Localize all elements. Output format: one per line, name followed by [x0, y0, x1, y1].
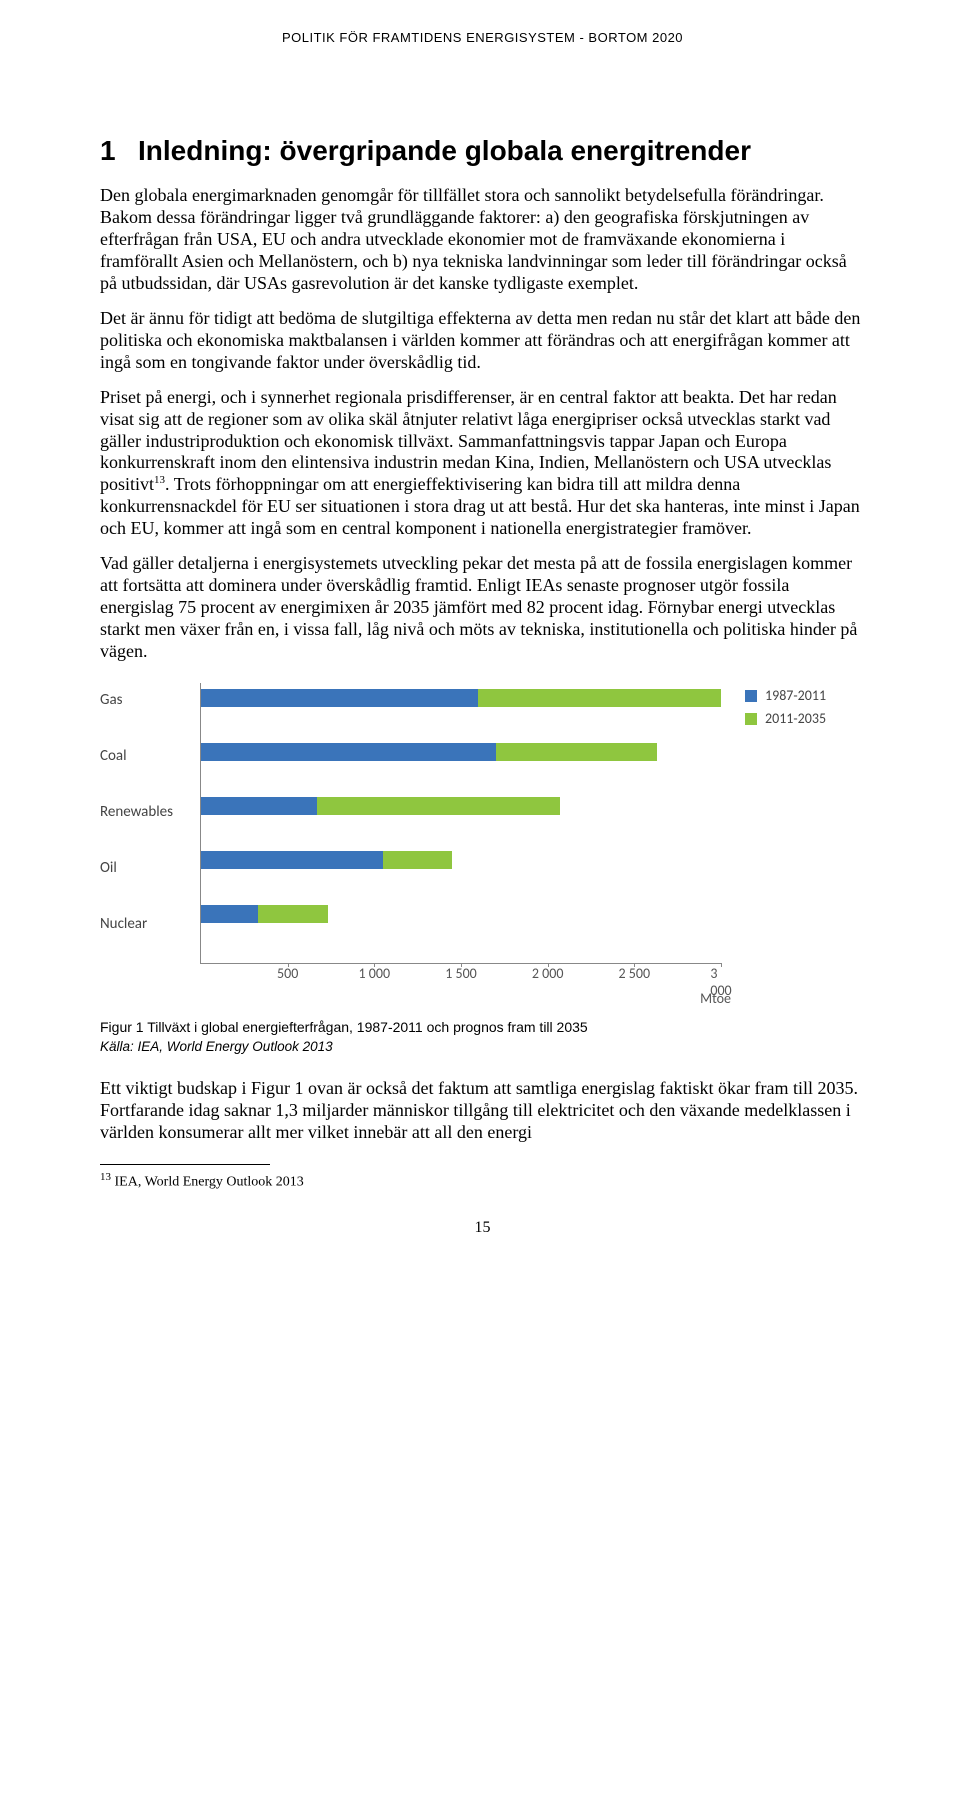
chart-x-tick: 1 500 — [445, 965, 477, 982]
chart-bar — [201, 797, 317, 815]
chart-legend-item: 2011-2035 — [745, 710, 865, 727]
paragraph-1: Den globala energimarknaden genomgår för… — [100, 185, 865, 295]
legend-swatch — [745, 713, 757, 725]
running-header: POLITIK FÖR FRAMTIDENS ENERGISYSTEM - BO… — [100, 30, 865, 45]
document-page: POLITIK FÖR FRAMTIDENS ENERGISYSTEM - BO… — [0, 0, 960, 1267]
chart-legend: 1987-2011 2011-2035 — [721, 683, 865, 733]
legend-swatch — [745, 690, 757, 702]
chart-x-tick: 500 — [277, 965, 298, 982]
chart-bar — [383, 851, 452, 869]
chart-category-label: Renewables — [100, 801, 200, 857]
chart-x-tick: 2 500 — [619, 965, 651, 982]
paragraph-3: Priset på energi, och i synnerhet region… — [100, 387, 865, 541]
chart-bar — [201, 905, 258, 923]
paragraph-2: Det är ännu för tidigt att bedöma de slu… — [100, 308, 865, 374]
chart-bar — [317, 797, 560, 815]
chart-x-tick: 1 000 — [359, 965, 391, 982]
chart-bar — [478, 689, 721, 707]
chart-figure: GasCoalRenewablesOilNuclear 5001 0001 50… — [100, 683, 865, 969]
chart-x-tick: 2 000 — [532, 965, 564, 982]
heading-number: 1 — [100, 135, 138, 167]
chart-legend-item: 1987-2011 — [745, 687, 865, 704]
footnote-rule — [100, 1164, 270, 1165]
chart-category-label: Oil — [100, 857, 200, 913]
chart-bar — [201, 689, 478, 707]
chart-category-label: Nuclear — [100, 913, 200, 969]
chart-bar — [201, 851, 383, 869]
footnote-13: 13 IEA, World Energy Outlook 2013 — [100, 1171, 865, 1191]
paragraph-5: Ett viktigt budskap i Figur 1 ovan är oc… — [100, 1078, 865, 1144]
figure-caption: Figur 1 Tillväxt i global energiefterfrå… — [100, 1019, 865, 1035]
section-heading: 1Inledning: övergripande globala energit… — [100, 135, 865, 167]
footnote-ref-13: 13 — [154, 474, 165, 486]
figure-source: Källa: IEA, World Energy Outlook 2013 — [100, 1039, 865, 1054]
chart-bar — [258, 905, 327, 923]
chart-category-label: Coal — [100, 745, 200, 801]
chart-plot-area: 5001 0001 5002 0002 5003 000 Mtoe — [200, 683, 721, 964]
chart-category-label: Gas — [100, 689, 200, 745]
legend-label: 2011-2035 — [765, 710, 826, 727]
legend-label: 1987-2011 — [765, 687, 826, 704]
chart-bar — [496, 743, 657, 761]
page-number: 15 — [100, 1219, 865, 1237]
chart-x-unit: Mtoe — [700, 990, 731, 1007]
chart-bar — [201, 743, 496, 761]
heading-title: Inledning: övergripande globala energitr… — [138, 135, 751, 166]
paragraph-4: Vad gäller detaljerna i energisystemets … — [100, 553, 865, 663]
